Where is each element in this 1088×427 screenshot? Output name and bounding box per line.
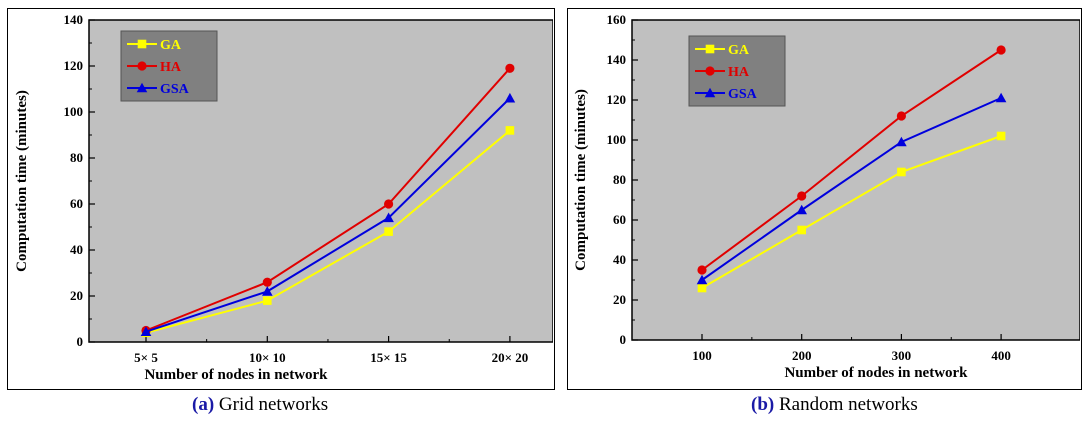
series-line-gsa (701, 97, 1002, 281)
y-tick-label: 40 (70, 242, 83, 257)
data-point-gsa (796, 204, 807, 215)
legend-label-ga: GA (160, 38, 182, 53)
y-tick-label: 20 (613, 292, 626, 307)
y-tick-label: 60 (70, 196, 83, 211)
data-point-ga (263, 296, 272, 305)
y-tick-label: 0 (77, 334, 84, 349)
caption-tag: (a) (192, 394, 215, 415)
data-point-ha (797, 191, 807, 201)
y-tick-label: 160 (607, 12, 627, 27)
chart-panel-grid: 0 20 40 60 80 100 120 140 5× 5 10× 10 15× 15 20× 20… (7, 8, 555, 390)
data-point-gsa (504, 92, 516, 103)
x-tick-label: 200 (792, 348, 812, 363)
x-tick-label: 10× 10 (249, 350, 286, 365)
legend-label-gsa: GSA (728, 87, 758, 102)
series-line-ha (145, 67, 511, 332)
y-tick-label: 100 (607, 132, 627, 147)
data-point-ga (797, 225, 806, 235)
caption-text: Grid networks (214, 394, 329, 415)
legend-label-ga: GA (728, 43, 750, 58)
data-point-ga (897, 167, 906, 177)
data-point-gsa (140, 326, 152, 336)
x-tick-label: 100 (692, 348, 712, 363)
series-line-ga (145, 129, 511, 334)
y-tick-label: 120 (64, 58, 84, 73)
chart-panel-random: 0 20 40 60 80 100 120 140 160 100 200 300 400 Number … (567, 8, 1082, 390)
y-tick-label: 60 (613, 212, 626, 227)
y-tick-label: 120 (607, 92, 627, 107)
data-point-ha (697, 265, 707, 275)
y-tick-label: 140 (607, 52, 627, 67)
legend-marker (704, 87, 716, 98)
y-tick-label: 140 (64, 12, 84, 27)
y-axis-title: Computation time (minutes) (573, 89, 589, 271)
y-tick-label: 40 (613, 252, 626, 267)
x-tick-label: 20× 20 (492, 350, 529, 365)
data-point-gsa (995, 92, 1007, 103)
legend-marker (137, 61, 147, 71)
legend-marker (705, 66, 715, 76)
x-tick-label: 15× 15 (370, 350, 407, 365)
data-point-gsa (383, 212, 394, 223)
legend-label-ha: HA (728, 65, 750, 80)
chart-grid-networks: 0 20 40 60 80 100 120 140 5× 5 10× 10 15× 15 20× 20… (14, 12, 553, 383)
caption-text: Random networks (774, 394, 918, 415)
data-point-ga (996, 131, 1006, 141)
caption-random-networks: (b) Random networks (751, 394, 918, 416)
y-axis-title: Computation time (minutes) (14, 90, 30, 272)
y-tick-label: 100 (64, 104, 84, 119)
legend-label-gsa: GSA (160, 82, 190, 97)
series-line-ha (701, 49, 1002, 271)
caption-grid-networks: (a) Grid networks (192, 394, 328, 416)
legend: GA HA GSA (688, 35, 786, 107)
y-tick-label: 80 (70, 150, 83, 165)
data-point-ha (896, 111, 906, 121)
data-point-ga (505, 126, 515, 135)
x-axis-title: Number of nodes in network (144, 367, 328, 383)
data-point-gsa (696, 274, 708, 285)
data-point-ha (505, 63, 515, 73)
y-tick-label: 20 (70, 288, 83, 303)
series-line-ga (701, 135, 1002, 289)
legend-marker (136, 82, 148, 93)
legend: GA HA GSA (120, 30, 218, 102)
data-point-ga (697, 283, 707, 293)
legend-label-ha: HA (160, 60, 182, 75)
x-tick-label: 5× 5 (134, 350, 158, 365)
data-point-gsa (262, 286, 273, 296)
x-tick-label: 400 (991, 348, 1011, 363)
data-point-ha (384, 199, 394, 209)
y-tick-label: 80 (613, 172, 626, 187)
data-point-ha (262, 277, 272, 287)
data-point-ha (996, 45, 1006, 55)
data-point-ga (384, 227, 393, 236)
legend-marker (137, 39, 147, 49)
y-tick-label: 0 (620, 332, 627, 347)
data-point-gsa (896, 136, 907, 147)
caption-tag: (b) (751, 394, 775, 415)
legend-marker (705, 44, 715, 54)
series-line-gsa (145, 97, 511, 333)
x-axis-title: Number of nodes in network (784, 365, 968, 381)
chart-random-networks: 0 20 40 60 80 100 120 140 160 100 200 300 400 Number … (573, 12, 1080, 381)
x-tick-label: 300 (892, 348, 912, 363)
